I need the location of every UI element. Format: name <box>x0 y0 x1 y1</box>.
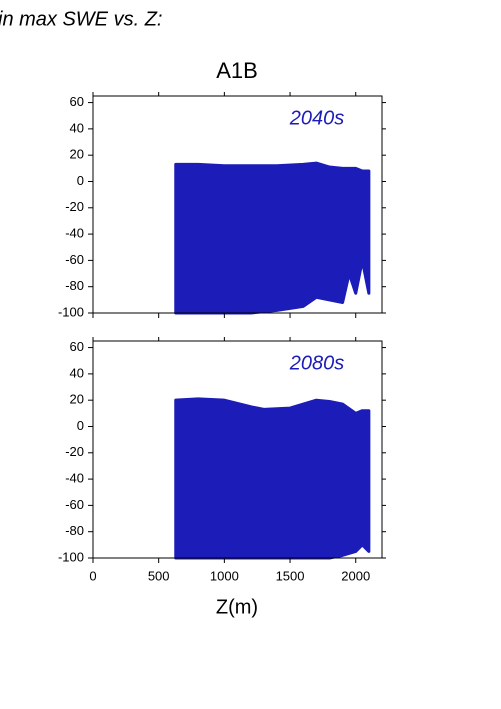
point-cloud <box>174 161 371 315</box>
chart-title: A1B <box>216 58 258 83</box>
y-tick-label: -40 <box>65 226 84 241</box>
x-tick-label: 500 <box>148 568 170 583</box>
y-tick-label: 20 <box>70 392 84 407</box>
y-tick-label: -60 <box>65 497 84 512</box>
point-cloud <box>174 397 371 560</box>
y-tick-label: 40 <box>70 365 84 380</box>
y-tick-label: -20 <box>65 444 84 459</box>
y-tick-label: -80 <box>65 278 84 293</box>
y-tick-label: -80 <box>65 523 84 538</box>
y-tick-label: 0 <box>77 418 84 433</box>
x-tick-label: 1500 <box>276 568 305 583</box>
x-tick-label: 0 <box>89 568 96 583</box>
y-tick-label: 20 <box>70 147 84 162</box>
period-label: 2080s <box>289 352 345 374</box>
y-tick-label: 40 <box>70 120 84 135</box>
x-axis-label: Z(m) <box>216 596 258 618</box>
y-tick-label: 60 <box>70 94 84 109</box>
y-tick-label: 60 <box>70 339 84 354</box>
y-tick-label: -100 <box>58 304 84 319</box>
y-tick-label: -100 <box>58 549 84 564</box>
y-tick-label: -60 <box>65 252 84 267</box>
y-tick-label: 0 <box>77 173 84 188</box>
x-tick-label: 1000 <box>210 568 239 583</box>
period-label: 2040s <box>289 107 345 129</box>
plot-frame <box>92 340 383 559</box>
y-tick-label: -20 <box>65 199 84 214</box>
plot-frame <box>92 95 383 314</box>
x-tick-label: 2000 <box>341 568 370 583</box>
page-title: in max SWE vs. Z: <box>0 8 162 30</box>
y-tick-label: -40 <box>65 471 84 486</box>
